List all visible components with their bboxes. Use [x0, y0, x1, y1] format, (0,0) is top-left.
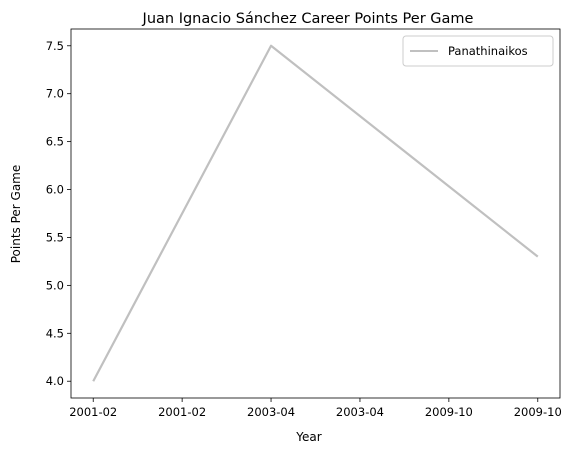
x-tick-label: 2009-10 [514, 405, 562, 419]
y-tick-label: 5.0 [46, 278, 64, 292]
x-tick-label: 2003-04 [336, 405, 384, 419]
y-tick-label: 5.5 [46, 230, 64, 244]
y-tick-label: 7.0 [46, 87, 64, 101]
x-tick-label: 2009-10 [425, 405, 473, 419]
plot-frame [71, 29, 560, 398]
y-tick-label: 4.0 [46, 374, 64, 388]
x-tick-label: 2001-02 [69, 405, 117, 419]
y-tick-label: 4.5 [46, 326, 64, 340]
y-tick-label: 7.5 [46, 39, 64, 53]
y-axis: 4.0 4.5 5.0 5.5 6.0 6.5 7.0 7.5 [46, 39, 71, 388]
y-tick-label: 6.5 [46, 135, 64, 149]
x-axis-label: Year [295, 430, 321, 444]
x-tick-label: 2001-02 [158, 405, 206, 419]
legend-label: Panathinaikos [448, 44, 528, 58]
x-axis: 2001-02 2001-02 2003-04 2003-04 2009-10 2009-… [69, 398, 562, 419]
y-tick-label: 6.0 [46, 183, 64, 197]
chart-title: Juan Ignacio Sánchez Career Points Per G… [142, 11, 474, 27]
plot-area [71, 29, 560, 398]
x-tick-label: 2003-04 [247, 405, 295, 419]
y-axis-label: Points Per Game [9, 165, 23, 264]
legend: Panathinaikos [403, 36, 553, 66]
